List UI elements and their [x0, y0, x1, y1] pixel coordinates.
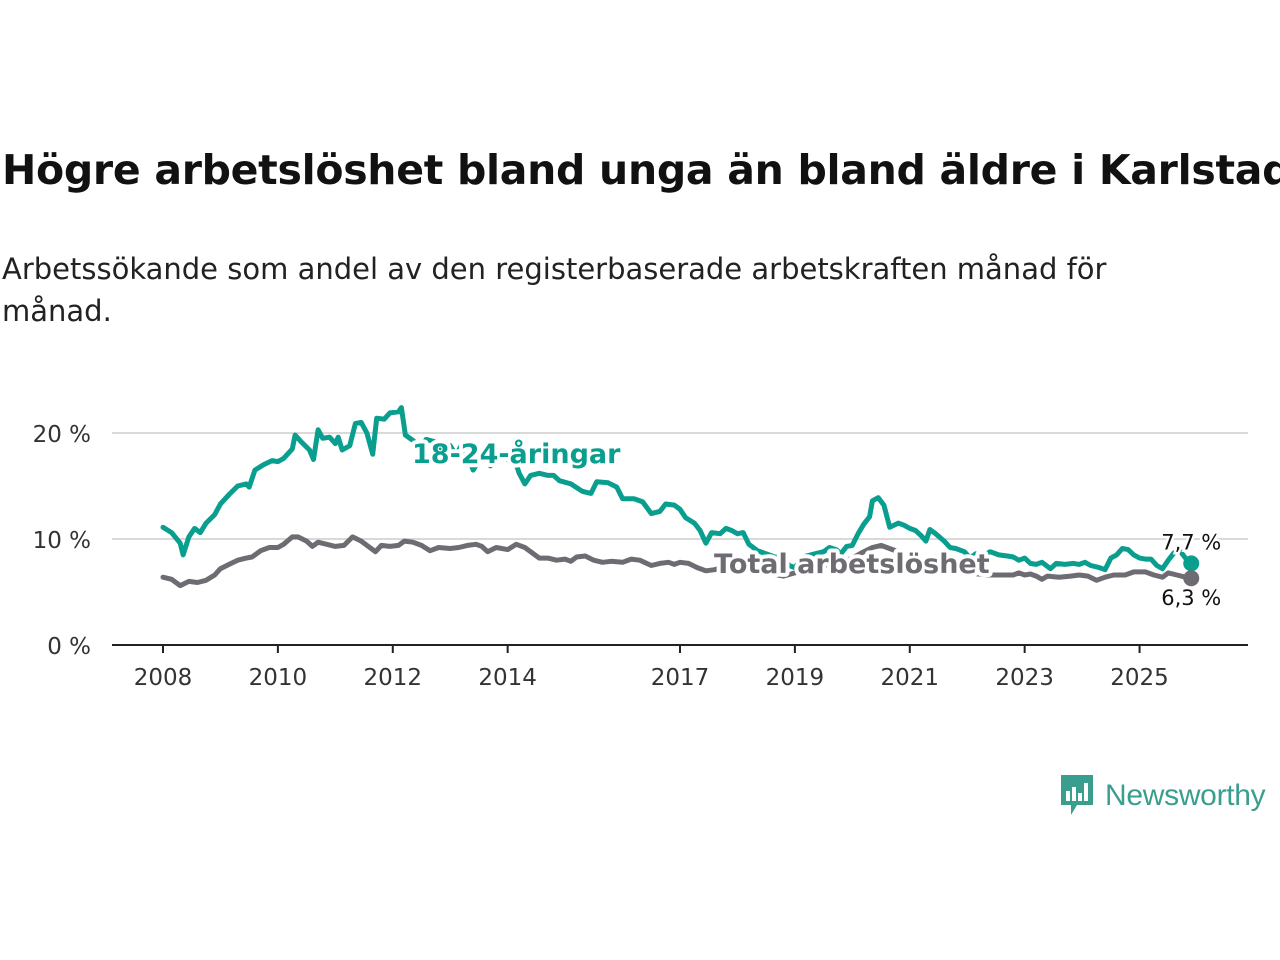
newsworthy-chart-bubble-icon — [1061, 775, 1093, 815]
series-label-total: Total arbetslöshet — [714, 549, 990, 580]
logo-text: Newsworthy — [1105, 779, 1266, 812]
end-label-youth: 7,7 % — [1161, 530, 1221, 554]
series-lines — [160, 405, 1194, 589]
y-tick-label: 10 % — [33, 528, 91, 554]
end-label-total: 6,3 % — [1161, 586, 1221, 610]
end-point-total — [1183, 570, 1200, 587]
newsworthy-logo: Newsworthy — [1059, 773, 1266, 819]
x-tick-label: 2025 — [1110, 665, 1169, 691]
end-point-youth — [1183, 555, 1200, 572]
series-line-youth — [160, 405, 1194, 573]
x-tick-label: 2010 — [249, 665, 308, 691]
chart-title: Högre arbetslöshet bland unga än bland ä… — [2, 146, 1280, 194]
y-tick-label: 0 % — [47, 634, 91, 660]
line-chart: 0 % 10 % 20 % 18-24-åringar Total arbetslös… — [33, 405, 1248, 691]
x-axis: 2008 2010 2012 2014 2017 2019 2021 2023 2025 — [112, 644, 1248, 691]
gridlines — [112, 432, 1248, 540]
x-tick-label: 2008 — [134, 665, 193, 691]
x-tick-label: 2017 — [651, 665, 710, 691]
y-axis-ticks: 0 % 10 % 20 % — [33, 422, 91, 660]
x-tick-label: 2014 — [478, 665, 537, 691]
x-tick-label: 2021 — [881, 665, 940, 691]
series-labels: 18-24-åringar Total arbetslöshet — [408, 434, 994, 584]
series-label-youth: 18-24-åringar — [412, 438, 621, 470]
x-tick-label: 2012 — [364, 665, 423, 691]
y-tick-label: 20 % — [33, 422, 91, 448]
series-line-total — [160, 534, 1194, 589]
x-tick-label: 2019 — [766, 665, 825, 691]
chart-subtitle: Arbetssökande som andel av den registerb… — [2, 252, 1107, 328]
x-tick-label: 2023 — [995, 665, 1054, 691]
end-points: 7,7 % 6,3 % — [1159, 528, 1224, 613]
